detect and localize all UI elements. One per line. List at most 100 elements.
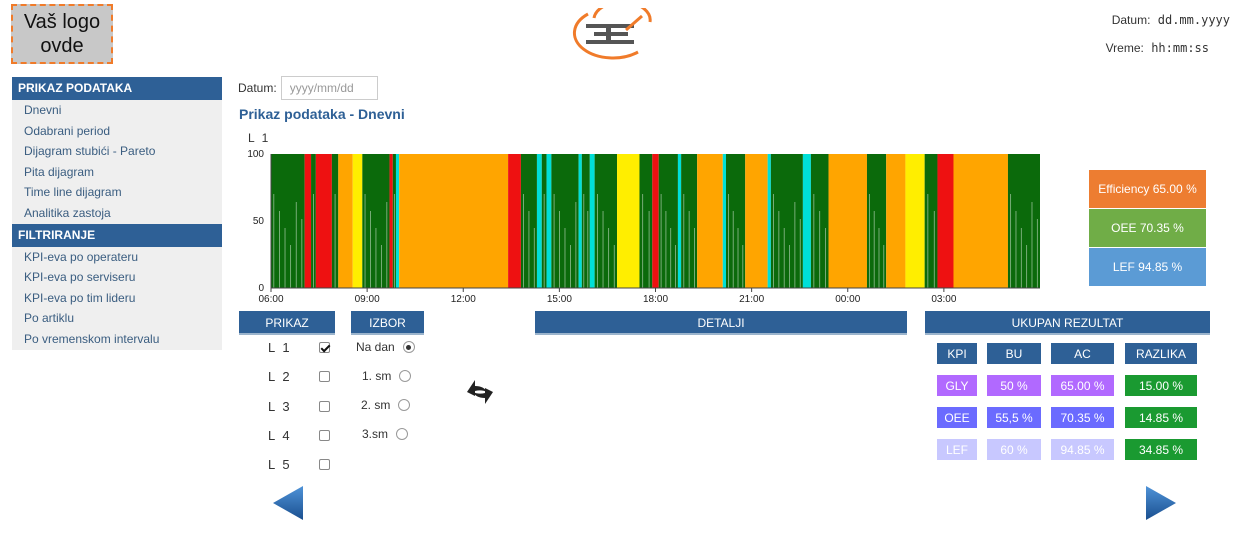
- x-tick-label: 00:00: [835, 294, 860, 305]
- header-date-label: Datum:: [1111, 13, 1151, 27]
- line-1-checkbox[interactable]: [319, 342, 330, 353]
- timeline-segment-minor: [536, 154, 542, 288]
- results-header-ac: AC: [1051, 343, 1114, 364]
- results-row-gly-bu: 50 %: [987, 375, 1041, 396]
- kpi-lef-box: LEF 94.85 %: [1089, 248, 1206, 286]
- izbor-smena-2[interactable]: 2. sm: [361, 398, 411, 412]
- section-izbor: IZBOR: [351, 311, 424, 335]
- kpi-oee-box: OEE 70.35 %: [1089, 209, 1206, 247]
- y-tick-label: 50: [253, 216, 265, 227]
- timeline-segment-idle: [338, 154, 353, 288]
- results-header-kpi: KPI: [937, 343, 977, 364]
- timeline-segment-run: [581, 154, 590, 288]
- timeline-segment-setup: [617, 154, 640, 288]
- sidebar-item-odabrani-period[interactable]: Odabrani period: [24, 123, 111, 138]
- timeline-segment-run: [639, 154, 653, 288]
- sidebar-item-pita-dijagram[interactable]: Pita dijagram: [24, 164, 95, 179]
- kpi-efficiency-box: Efficiency 65.00 %: [1089, 170, 1206, 208]
- timeline-segment-run: [924, 154, 938, 288]
- results-row-gly-razlika: 15.00 %: [1125, 375, 1197, 396]
- section-prikaz: PRIKAZ: [239, 311, 335, 335]
- timeline-segment-idle: [697, 154, 723, 288]
- timeline-segment-minor: [677, 154, 682, 288]
- timeline-segment-run: [866, 154, 887, 288]
- header-time: Vreme: hh:mm:ss: [1106, 41, 1209, 55]
- timeline-segment-minor: [589, 154, 595, 288]
- date-input[interactable]: [280, 76, 378, 100]
- arrow-right-icon[interactable]: [1146, 486, 1176, 520]
- x-tick-label: 03:00: [931, 294, 956, 305]
- na-dan-radio[interactable]: [402, 341, 415, 353]
- izbor-na-dan[interactable]: Na dan: [356, 340, 415, 354]
- line-2-checkbox[interactable]: [319, 371, 330, 382]
- line-3-checkbox[interactable]: [319, 401, 330, 412]
- timeline-segment-idle: [828, 154, 867, 288]
- sidebar-item-po-artiklu[interactable]: Po artiklu: [24, 311, 75, 326]
- line-5-checkbox[interactable]: [319, 459, 330, 470]
- section-detalji: DETALJI: [535, 311, 907, 335]
- sidebar-item-analitika-zastoja[interactable]: Analitika zastoja: [24, 205, 111, 220]
- prikaz-line-5[interactable]: L 5: [268, 457, 330, 472]
- izbor-label: Na dan: [356, 340, 395, 354]
- izbor-smena-3[interactable]: 3.sm: [362, 427, 409, 441]
- timeline-segment-run: [594, 154, 618, 288]
- sidebar-item-kpi-serviser[interactable]: KPI-eva po serviseru: [24, 270, 136, 285]
- timeline-segment-run: [1007, 154, 1040, 288]
- brand-logo-icon: [572, 8, 652, 60]
- results-row-lef-ac: 94.85 %: [1051, 439, 1114, 460]
- sidebar-item-kpi-operater[interactable]: KPI-eva po operateru: [24, 249, 139, 264]
- results-header-bu: BU: [987, 343, 1041, 364]
- timeline-segment-minor: [546, 154, 552, 288]
- timeline-segment-stop: [315, 154, 332, 288]
- refresh-icon[interactable]: [463, 376, 497, 408]
- x-tick-label: 21:00: [739, 294, 764, 305]
- smena-3-radio[interactable]: [396, 428, 409, 440]
- sidebar-item-po-intervalu[interactable]: Po vremenskom intervalu: [24, 331, 160, 346]
- results-row-gly-kpi: GLY: [937, 375, 977, 396]
- smena-1-radio[interactable]: [399, 370, 412, 382]
- results-row-oee-kpi: OEE: [937, 407, 977, 428]
- date-filter: Datum:: [238, 76, 378, 100]
- prikaz-line-label: L 5: [268, 457, 292, 472]
- header-date: Datum: dd.mm.yyyy: [1112, 13, 1230, 27]
- smena-2-radio[interactable]: [398, 399, 411, 411]
- sidebar-item-dnevni[interactable]: Dnevni: [24, 103, 62, 117]
- chart-axis: 0 50 100 06:00 09:00 12:00 15:00 18:00 21:00 00:0…: [247, 149, 1040, 305]
- prikaz-line-label: L 4: [268, 428, 292, 443]
- x-tick-label: 15:00: [547, 294, 572, 305]
- prikaz-line-4[interactable]: L 4: [268, 428, 330, 443]
- izbor-label: 3.sm: [362, 427, 389, 441]
- page-title: Prikaz podataka - Dnevni: [239, 106, 405, 122]
- timeline-segment-stop: [937, 154, 954, 288]
- timeline-segment-idle: [886, 154, 906, 288]
- timeline-segment-run: [725, 154, 746, 288]
- results-header-razlika: RAZLIKA: [1125, 343, 1197, 364]
- line-4-checkbox[interactable]: [319, 430, 330, 441]
- results-row-oee-ac: 70.35 %: [1051, 407, 1114, 428]
- timeline-segment-stop: [389, 154, 393, 288]
- x-tick-label: 09:00: [355, 294, 380, 305]
- timeline-segment-idle: [953, 154, 1008, 288]
- sidebar-item-time-line[interactable]: Time line dijagram: [24, 185, 122, 200]
- y-tick-label: 100: [247, 149, 264, 160]
- timeline-segment-run: [271, 154, 305, 288]
- arrow-left-icon[interactable]: [273, 486, 303, 520]
- prikaz-line-2[interactable]: L 2: [268, 369, 330, 384]
- izbor-label: 2. sm: [361, 398, 391, 412]
- sidebar-item-pareto[interactable]: Dijagram stubići - Pareto: [24, 144, 156, 159]
- results-row-lef-bu: 60 %: [987, 439, 1041, 460]
- timeline-segment-stop: [304, 154, 312, 288]
- timeline-segment-setup: [905, 154, 925, 288]
- timeline-segment-setup: [352, 154, 363, 288]
- prikaz-line-1[interactable]: L 1: [268, 340, 330, 355]
- results-row-lef-razlika: 34.85 %: [1125, 439, 1197, 460]
- sidebar: PRIKAZ PODATAKA Dnevni Odabrani period D…: [12, 77, 222, 350]
- timeline-segment-minor: [395, 154, 400, 288]
- prikaz-line-label: L 3: [268, 399, 292, 414]
- izbor-smena-1[interactable]: 1. sm: [362, 369, 412, 383]
- timeline-segment-idle: [745, 154, 768, 288]
- prikaz-line-3[interactable]: L 3: [268, 399, 330, 414]
- sidebar-item-kpi-tim-lider[interactable]: KPI-eva po tim lideru: [24, 290, 136, 305]
- x-tick-label: 06:00: [258, 294, 283, 305]
- timeline-segment-minor: [802, 154, 811, 288]
